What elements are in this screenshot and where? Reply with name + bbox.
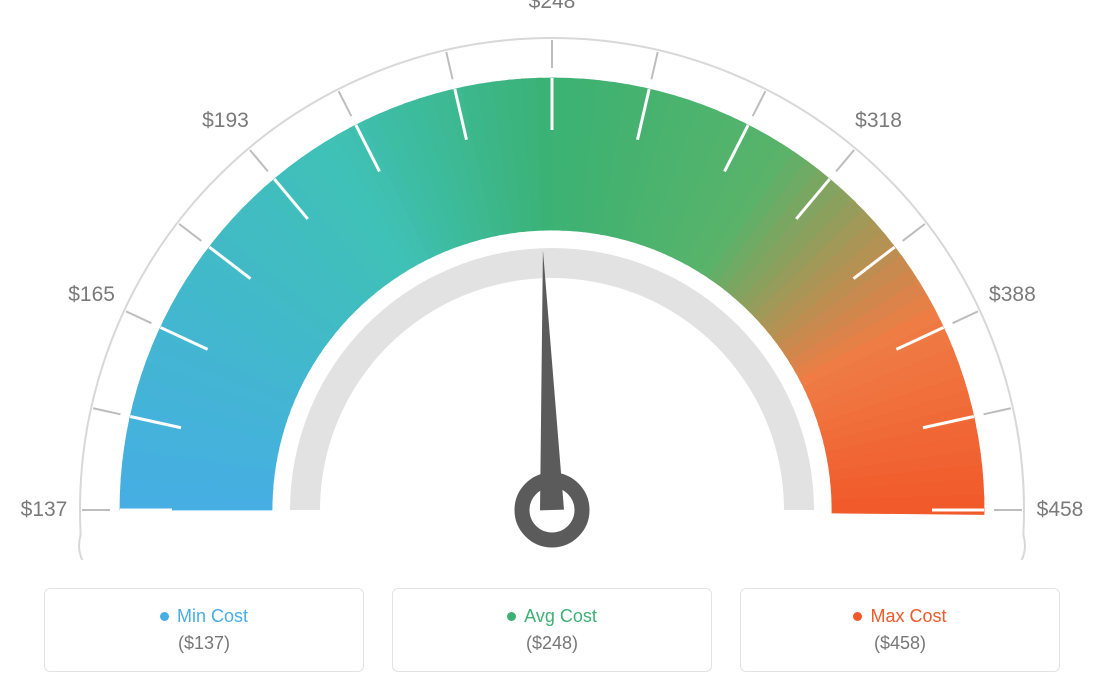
legend-max-dot	[853, 612, 862, 621]
gauge-tick-label: $388	[989, 283, 1036, 307]
gauge-tick-label: $458	[1037, 498, 1084, 522]
legend-max-top: Max Cost	[853, 606, 946, 627]
gauge-tick-label: $165	[68, 283, 115, 307]
legend-avg-top: Avg Cost	[507, 606, 597, 627]
legend-card-avg: Avg Cost ($248)	[392, 588, 712, 672]
legend-max-value: ($458)	[874, 633, 926, 654]
gauge-tick-label: $248	[529, 0, 576, 14]
gauge-chart-container: $137 $165 $193 $248 $318 $388 $458 Min Cost ($…	[0, 0, 1104, 690]
legend-max-label: Max Cost	[870, 606, 946, 627]
legend-min-top: Min Cost	[160, 606, 248, 627]
legend-min-dot	[160, 612, 169, 621]
legend-row: Min Cost ($137) Avg Cost ($248) Max Cost…	[0, 588, 1104, 672]
gauge-svg	[0, 0, 1104, 560]
legend-avg-dot	[507, 612, 516, 621]
legend-avg-value: ($248)	[526, 633, 578, 654]
legend-card-max: Max Cost ($458)	[740, 588, 1060, 672]
legend-card-min: Min Cost ($137)	[44, 588, 364, 672]
legend-min-value: ($137)	[178, 633, 230, 654]
gauge-tick-label: $193	[202, 109, 249, 133]
gauge-tick-label: $318	[855, 109, 902, 133]
legend-min-label: Min Cost	[177, 606, 248, 627]
legend-avg-label: Avg Cost	[524, 606, 597, 627]
gauge-tick-label: $137	[21, 498, 68, 522]
gauge-area: $137 $165 $193 $248 $318 $388 $458	[0, 0, 1104, 560]
